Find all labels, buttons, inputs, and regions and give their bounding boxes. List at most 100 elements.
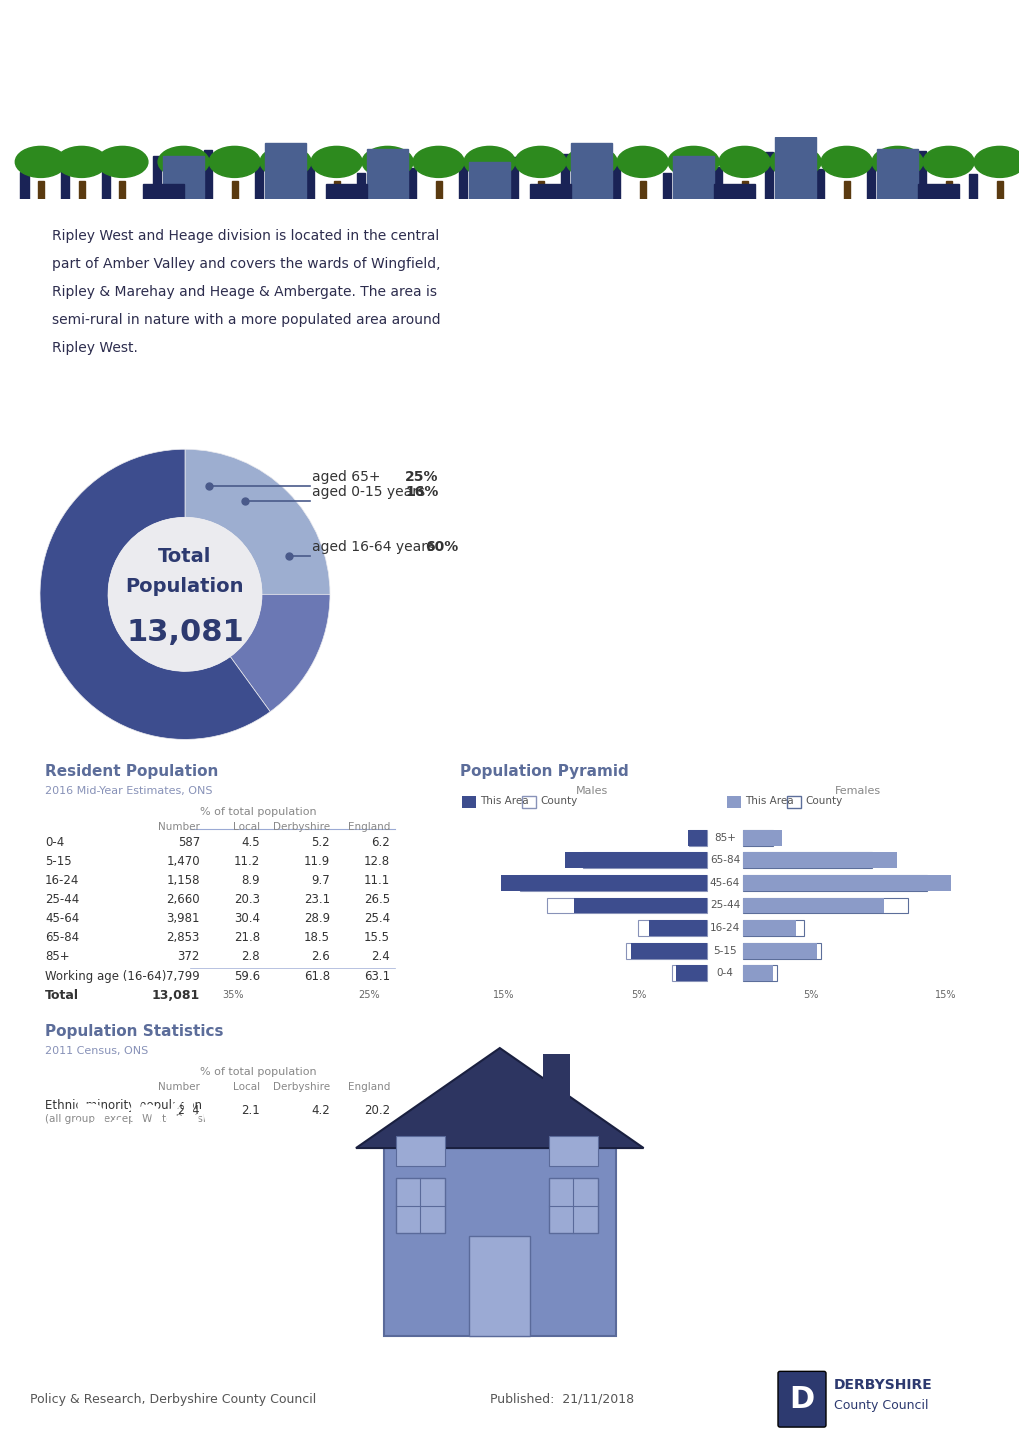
- Text: 5-15: 5-15: [712, 945, 736, 955]
- Wedge shape: [40, 449, 270, 739]
- Text: 26.5: 26.5: [364, 893, 389, 906]
- Text: 5%: 5%: [802, 990, 817, 1000]
- Text: Local: Local: [232, 1082, 260, 1091]
- Circle shape: [311, 146, 362, 177]
- Bar: [713, 167, 721, 199]
- Text: Published:  21/11/2018: Published: 21/11/2018: [489, 1392, 634, 1405]
- Text: Working age (16-64): Working age (16-64): [45, 970, 166, 983]
- Bar: [547, 898, 706, 913]
- Circle shape: [820, 146, 871, 177]
- Text: 21.8: 21.8: [233, 932, 260, 945]
- Bar: [742, 942, 820, 958]
- Bar: [626, 942, 706, 958]
- Bar: [727, 797, 740, 808]
- Bar: [742, 853, 870, 869]
- Text: 35%: 35%: [222, 990, 244, 1000]
- Bar: [742, 830, 772, 846]
- Circle shape: [108, 517, 262, 671]
- Text: Resident Population: Resident Population: [45, 765, 218, 779]
- Text: Males: Males: [576, 786, 608, 797]
- Circle shape: [769, 146, 820, 177]
- Bar: [530, 183, 571, 199]
- Text: 18.5: 18.5: [304, 932, 330, 945]
- Text: 2.8: 2.8: [242, 951, 260, 964]
- Circle shape: [56, 146, 107, 177]
- Text: 20.2: 20.2: [364, 1104, 389, 1117]
- Text: 16-24: 16-24: [709, 924, 740, 934]
- Text: 16%: 16%: [405, 485, 438, 499]
- Bar: [462, 797, 476, 808]
- Bar: [522, 797, 535, 808]
- Text: Population Statistics: Population Statistics: [45, 1023, 223, 1039]
- Text: 2.6: 2.6: [311, 951, 330, 964]
- Text: 2.4: 2.4: [371, 951, 389, 964]
- Text: 61.8: 61.8: [304, 970, 330, 983]
- Bar: [282, 180, 288, 199]
- Bar: [38, 180, 44, 199]
- Text: 59.6: 59.6: [233, 970, 260, 983]
- Bar: [742, 853, 897, 869]
- Bar: [631, 942, 706, 958]
- Bar: [742, 965, 776, 981]
- Bar: [690, 180, 696, 199]
- Bar: [742, 898, 882, 913]
- Bar: [742, 942, 816, 958]
- Bar: [255, 162, 263, 199]
- Text: County Council: County Council: [834, 1398, 927, 1411]
- Circle shape: [667, 146, 718, 177]
- Bar: [792, 180, 798, 199]
- Bar: [571, 143, 611, 199]
- Bar: [367, 150, 408, 199]
- Text: 25%: 25%: [358, 990, 379, 1000]
- Text: 25.4: 25.4: [364, 912, 389, 925]
- Bar: [548, 1136, 597, 1166]
- Bar: [384, 180, 390, 199]
- Text: Policy & Research, Derbyshire County Council: Policy & Research, Derbyshire County Cou…: [30, 1392, 316, 1405]
- Bar: [742, 830, 782, 846]
- Bar: [996, 180, 1002, 199]
- Bar: [843, 180, 849, 199]
- Bar: [560, 154, 569, 199]
- Text: of households have
dependent children: of households have dependent children: [718, 1134, 880, 1177]
- Bar: [588, 180, 594, 199]
- Text: 5%: 5%: [761, 1186, 837, 1229]
- Bar: [894, 180, 900, 199]
- Bar: [672, 965, 706, 981]
- Text: 15%: 15%: [934, 990, 956, 1000]
- Text: 4.2: 4.2: [311, 1104, 330, 1117]
- Bar: [742, 874, 926, 890]
- Bar: [741, 180, 747, 199]
- Text: 372: 372: [177, 951, 200, 964]
- Text: 65-84: 65-84: [45, 932, 79, 945]
- Text: aged 65+: aged 65+: [312, 470, 380, 483]
- Text: % of total population: % of total population: [200, 808, 316, 817]
- Text: semi-rural in nature with a more populated area around: semi-rural in nature with a more populat…: [52, 313, 440, 328]
- Text: Ethnic minority population: Ethnic minority population: [45, 1098, 202, 1111]
- Text: 85+: 85+: [45, 951, 69, 964]
- Bar: [548, 1179, 597, 1232]
- Circle shape: [413, 146, 464, 177]
- Text: Ripley West and Heage division is located in the central: Ripley West and Heage division is locate…: [52, 229, 439, 244]
- Text: County: County: [804, 797, 842, 807]
- Text: 30.4: 30.4: [233, 912, 260, 925]
- Text: 5,640: 5,640: [71, 1088, 238, 1140]
- Bar: [742, 965, 772, 981]
- Bar: [688, 830, 706, 846]
- Bar: [815, 169, 823, 199]
- Text: 2016 Mid-Year Estimates, ONS: 2016 Mid-Year Estimates, ONS: [45, 786, 212, 797]
- Text: part of Amber Valley and covers the wards of Wingfield,: part of Amber Valley and covers the ward…: [52, 257, 440, 271]
- Text: 7,799: 7,799: [166, 970, 200, 983]
- Text: 85+: 85+: [713, 833, 736, 843]
- Bar: [866, 163, 874, 199]
- Text: 65-84: 65-84: [709, 856, 740, 866]
- Text: households: households: [104, 1134, 206, 1153]
- Bar: [917, 152, 925, 199]
- Circle shape: [616, 146, 667, 177]
- Text: 60%: 60%: [425, 540, 458, 554]
- Bar: [435, 180, 441, 199]
- Text: Ripley & Marehay and Heage & Ambergate. The area is: Ripley & Marehay and Heage & Ambergate. …: [52, 286, 436, 299]
- Text: 1,470: 1,470: [166, 856, 200, 869]
- Text: 587: 587: [177, 837, 200, 850]
- Circle shape: [871, 146, 922, 177]
- Circle shape: [973, 146, 1019, 177]
